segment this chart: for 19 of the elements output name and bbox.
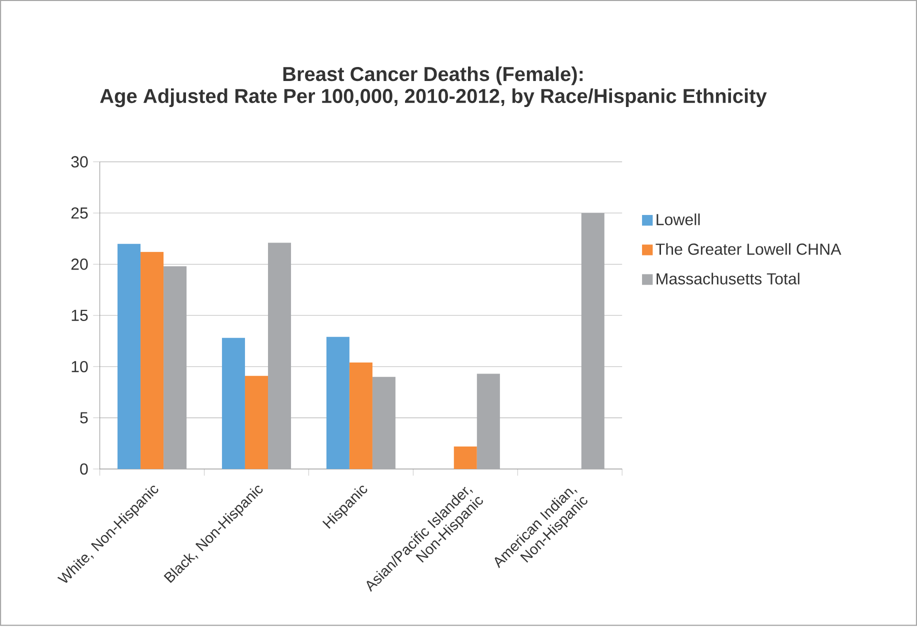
- y-tick-label: 15: [72, 310, 88, 321]
- bar: [326, 336, 350, 469]
- legend-label: Lowell: [656, 213, 700, 226]
- bar: [118, 244, 141, 469]
- bar: [244, 376, 268, 469]
- bar: [140, 252, 164, 469]
- y-tick-label: 30: [71, 156, 88, 168]
- chart-subtitle: Age Adjusted Rate Per 100,000, 2010-2012, by Race/Hispanic Ethnicity: [100, 88, 767, 108]
- y-tick-label: 0: [80, 463, 88, 475]
- chart-title: Breast Cancer Deaths (Female):: [283, 66, 583, 85]
- bar: [349, 362, 372, 469]
- legend-label: The Greater Lowell CHNA: [656, 243, 842, 255]
- legend-label: Massachusetts Total: [656, 272, 800, 284]
- y-tick-label: 25: [71, 207, 88, 219]
- y-tick-label: 10: [72, 360, 88, 372]
- bar: [454, 446, 477, 469]
- bar: [222, 338, 245, 469]
- y-tick-label: 20: [71, 258, 88, 270]
- y-tick-label: 5: [80, 412, 88, 424]
